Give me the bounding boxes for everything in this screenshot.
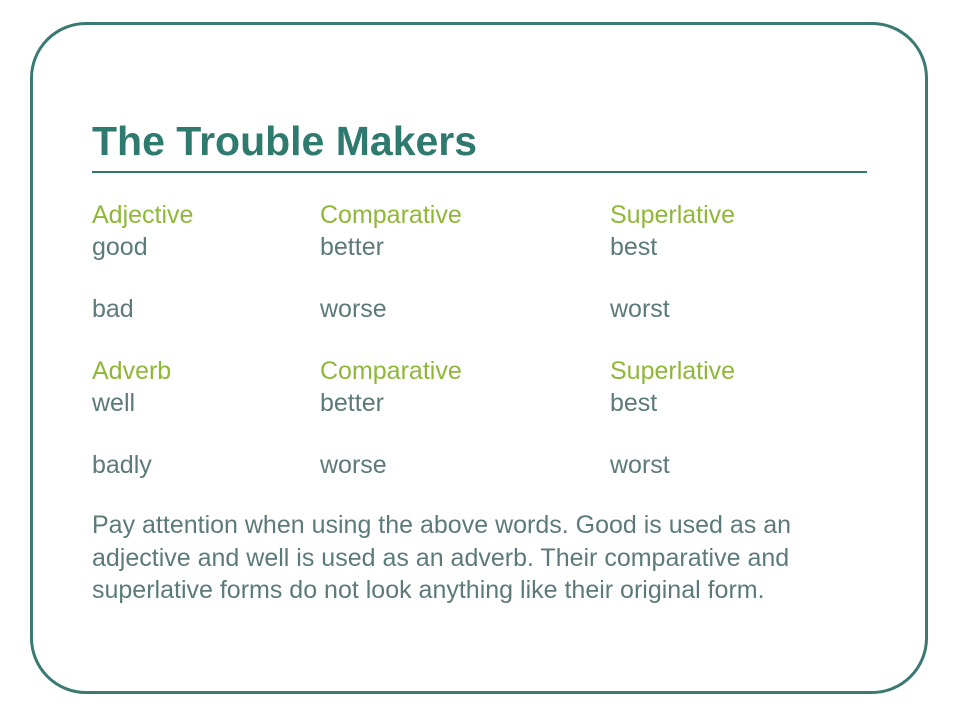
- cell-bad: bad: [92, 293, 320, 325]
- table-row: well better best: [92, 387, 860, 419]
- cell-worst: worst: [610, 293, 860, 325]
- col-header-comparative: Comparative: [320, 355, 610, 387]
- title-rule: [92, 171, 867, 173]
- table-row: good better best: [92, 231, 860, 263]
- slide-title: The Trouble Makers: [92, 118, 882, 165]
- col-header-superlative: Superlative: [610, 199, 860, 231]
- slide-content: The Trouble Makers Adjective Comparative…: [92, 118, 882, 607]
- cell-better: better: [320, 387, 610, 419]
- cell-best: best: [610, 231, 860, 263]
- cell-good: good: [92, 231, 320, 263]
- cell-worst: worst: [610, 449, 860, 481]
- cell-worse: worse: [320, 293, 610, 325]
- table-header-row: Adjective Comparative Superlative: [92, 199, 860, 231]
- cell-best: best: [610, 387, 860, 419]
- footnote: Pay attention when using the above words…: [92, 509, 862, 607]
- cell-badly: badly: [92, 449, 320, 481]
- table-row: bad worse worst: [92, 293, 860, 325]
- cell-better: better: [320, 231, 610, 263]
- col-header-adverb: Adverb: [92, 355, 320, 387]
- col-header-superlative: Superlative: [610, 355, 860, 387]
- cell-worse: worse: [320, 449, 610, 481]
- adjective-table: Adjective Comparative Superlative good b…: [92, 199, 860, 481]
- col-header-adjective: Adjective: [92, 199, 320, 231]
- col-header-comparative: Comparative: [320, 199, 610, 231]
- table-header-row: Adverb Comparative Superlative: [92, 355, 860, 387]
- table-row: badly worse worst: [92, 449, 860, 481]
- cell-well: well: [92, 387, 320, 419]
